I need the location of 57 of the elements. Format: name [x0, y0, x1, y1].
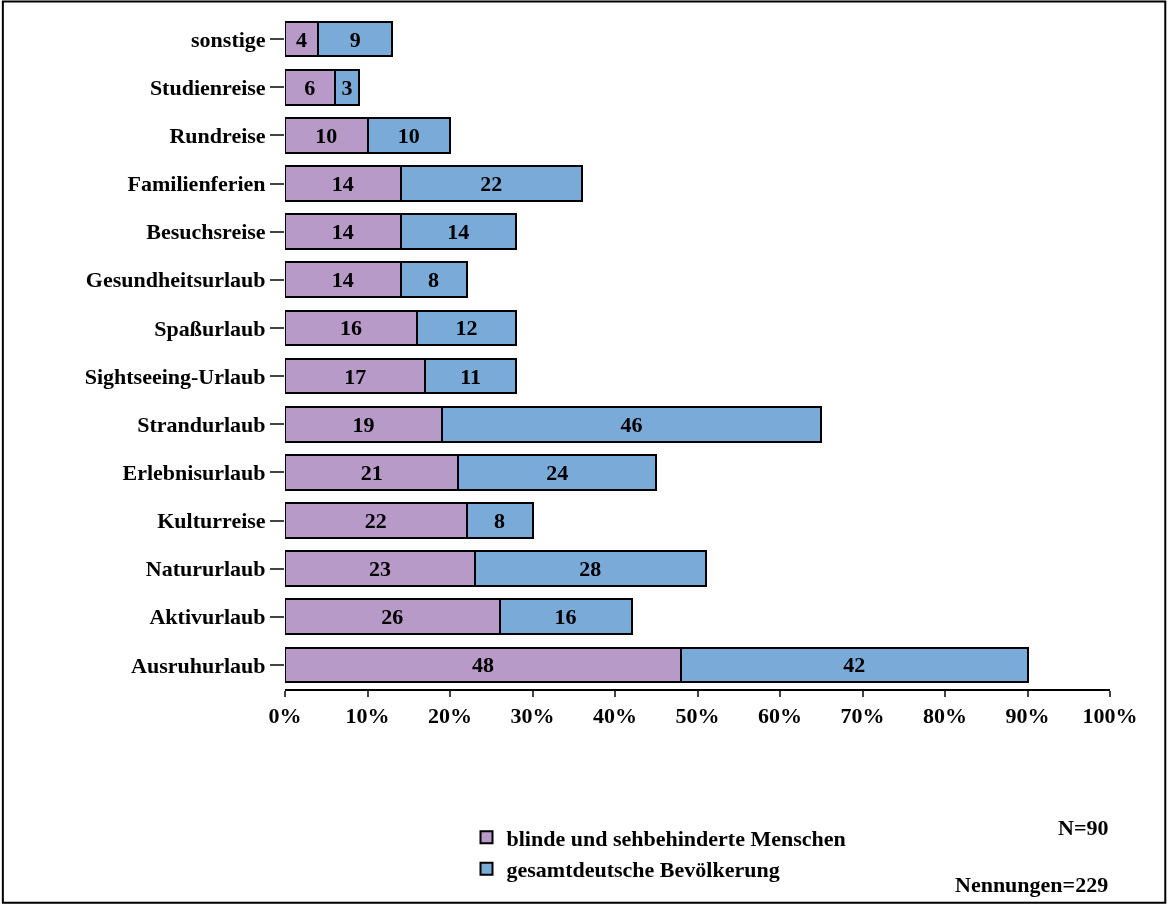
legend-label: gesamtdeutsche Bevölkerung — [506, 857, 780, 883]
data-label: 26 — [381, 604, 404, 630]
x-tick-label: 70% — [840, 703, 885, 729]
y-tick-label: Familienferien — [127, 171, 266, 197]
y-tick-label: Rundreise — [169, 123, 266, 149]
y-tick-label: Strandurlaub — [137, 411, 266, 437]
data-label: 48 — [472, 652, 494, 678]
y-tick-label: Natururlaub — [145, 556, 266, 582]
data-label: 8 — [428, 267, 439, 293]
data-label: 10 — [315, 122, 338, 148]
x-tick-label: 20% — [428, 703, 472, 729]
legend-label: blinde und sehbehinderte Menschen — [506, 825, 846, 851]
data-label: 23 — [368, 556, 391, 582]
data-label: 16 — [340, 315, 362, 341]
text: Nennungen=229 — [955, 872, 1109, 897]
data-label: 21 — [360, 459, 383, 485]
data-label: 14 — [331, 219, 354, 245]
data-label: 9 — [349, 26, 361, 52]
x-tick-label: 100% — [1082, 703, 1138, 729]
data-label: 3 — [341, 74, 353, 100]
data-label: 14 — [447, 219, 470, 245]
x-tick-label: 40% — [593, 703, 637, 729]
x-tick-label: 60% — [758, 703, 802, 729]
data-label: 22 — [364, 508, 387, 533]
data-label: 42 — [843, 652, 866, 678]
x-tick-label: 30% — [510, 703, 555, 729]
y-tick-label: Aktivurlaub — [149, 604, 266, 630]
data-label: 28 — [579, 556, 602, 582]
data-label: 16 — [554, 604, 577, 630]
x-tick-label: 0% — [268, 703, 302, 729]
x-tick-label: 90% — [1005, 703, 1050, 729]
y-tick-label: Ausruhurlaub — [131, 652, 266, 678]
y-tick-label: Gesundheitsurlaub — [85, 267, 266, 293]
y-tick-label: sonstige — [191, 26, 266, 52]
data-label: 6 — [304, 74, 316, 100]
data-label: 12 — [455, 315, 478, 341]
x-tick-label: 10% — [345, 703, 390, 729]
data-label: 4 — [296, 26, 307, 52]
data-label: 11 — [460, 363, 482, 389]
data-label: 14 — [331, 267, 354, 293]
data-label: 8 — [494, 508, 505, 533]
data-label: 46 — [620, 411, 643, 437]
y-tick-label: Erlebnisurlaub — [122, 460, 266, 486]
y-tick-label: Kulturreise — [157, 508, 266, 534]
data-label: 19 — [352, 411, 375, 437]
y-tick-label: Sightseeing-Urlaub — [84, 363, 266, 389]
data-label: 17 — [344, 363, 367, 389]
data-label: 14 — [331, 171, 354, 196]
data-label: 24 — [546, 459, 569, 485]
x-tick-label: 50% — [675, 703, 720, 729]
text: N=90 — [1058, 815, 1109, 840]
y-tick-label: Besuchsreise — [146, 219, 266, 245]
y-tick-label: Spaßurlaub — [154, 315, 266, 341]
data-label: 22 — [480, 171, 503, 196]
data-label: 10 — [397, 122, 420, 148]
x-tick-label: 80% — [923, 703, 967, 729]
y-tick-label: Studienreise — [149, 74, 266, 100]
